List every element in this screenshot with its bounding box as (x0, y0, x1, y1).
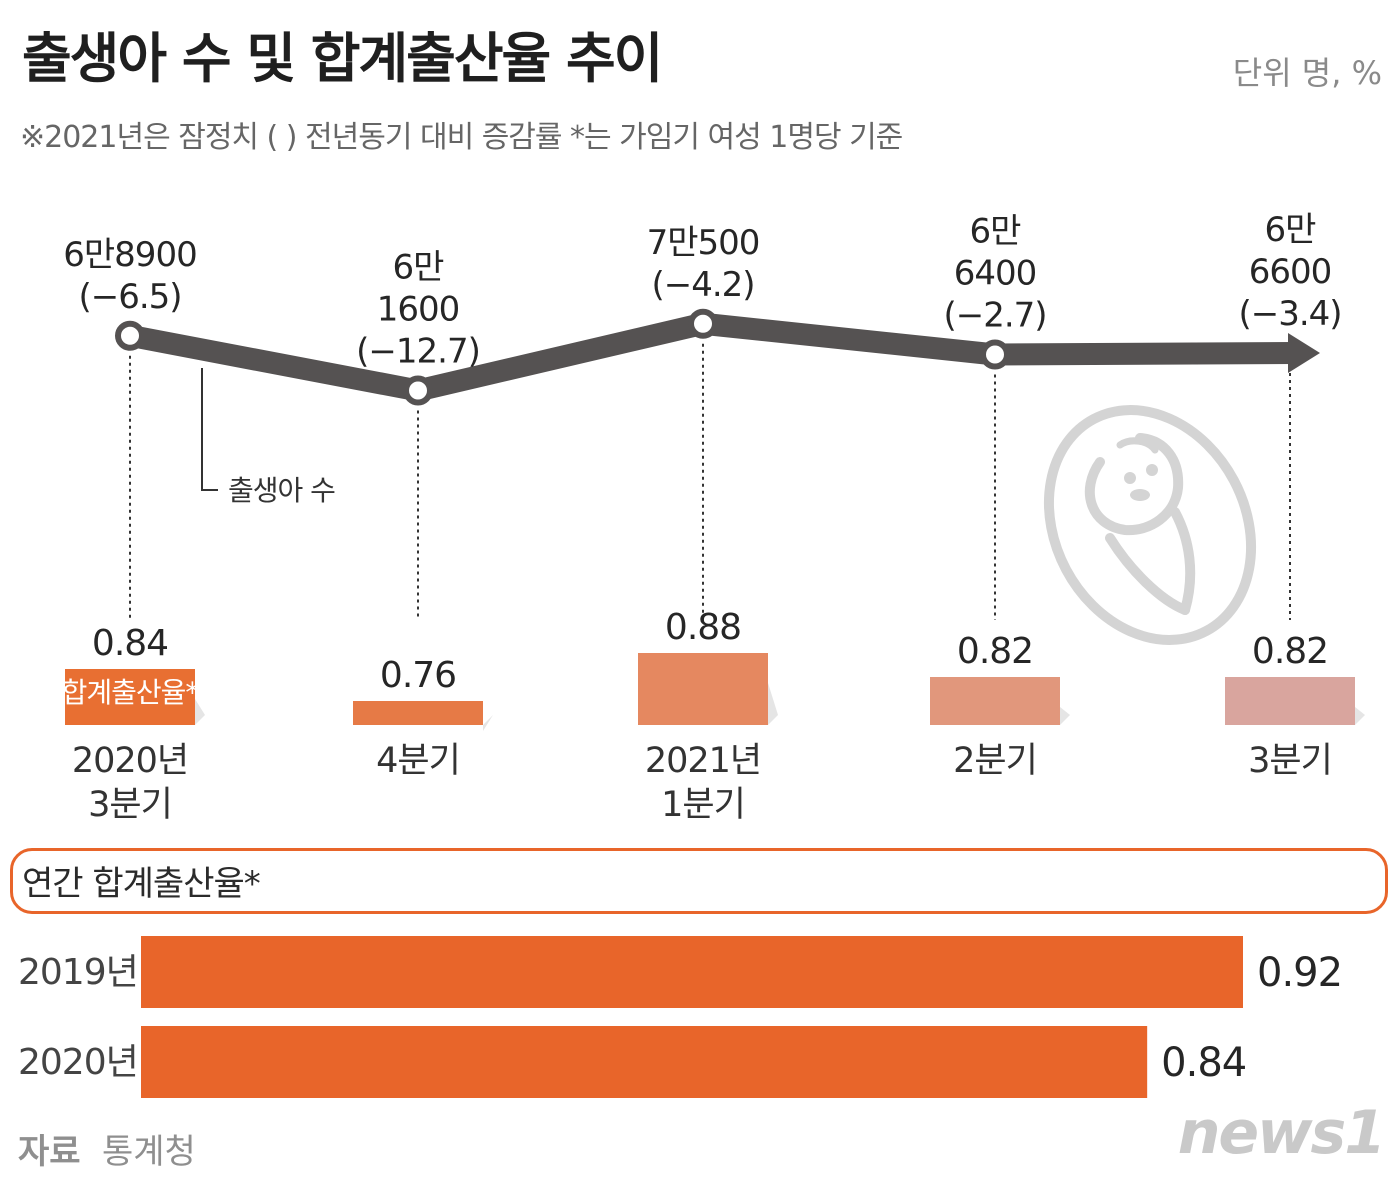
bar-shadow (1355, 707, 1365, 725)
data-point (688, 308, 718, 339)
tfr-bar (1225, 677, 1355, 725)
birth-count-line (127, 312, 1320, 402)
period-label: 2분기 (953, 741, 1037, 781)
chart-note: ※2021년은 잠정치 ( ) 전년동기 대비 증감률 *는 가임기 여성 1명… (20, 120, 903, 155)
annual-bar (141, 1026, 1148, 1098)
point-value-label: 7만500 (647, 223, 760, 263)
annual-value-label: 0.92 (1257, 950, 1342, 996)
tfr-bar (353, 701, 483, 725)
period-label: 2020년 (72, 741, 188, 781)
bar-shadow (195, 699, 205, 725)
bar-shadow (483, 715, 493, 731)
period-label: 3분기 (88, 785, 172, 825)
point-value-label: (−6.5) (78, 277, 181, 317)
annual-year-label: 2020년 (18, 1042, 138, 1083)
news1-logo: news1 (1177, 1098, 1386, 1168)
bar-shadow (1060, 707, 1070, 725)
tfr-value-label: 0.76 (380, 655, 456, 696)
data-point (980, 339, 1010, 370)
unit-label: 단위 명, % (1232, 54, 1382, 92)
point-value-label: 6400 (954, 254, 1037, 294)
period-label: 4분기 (376, 741, 460, 781)
point-value-label: 6만 (393, 248, 445, 288)
point-value-label: 6만 (970, 212, 1022, 252)
annual-bar (141, 936, 1243, 1008)
source-label: 자료 (18, 1132, 81, 1172)
birth-count-labels: 6만8900(−6.5)6만1600(−12.7)7만500(−4.2)6만64… (63, 210, 1342, 372)
data-point (403, 375, 433, 406)
source-value: 통계청 (102, 1132, 196, 1172)
tfr-value-label: 0.82 (1252, 631, 1328, 672)
point-value-label: (−2.7) (943, 296, 1046, 336)
tfr-value-label: 0.82 (957, 631, 1033, 672)
annual-section-title: 연간 합계출산율* (22, 864, 261, 904)
series-callout-label: 출생아 수 (228, 474, 335, 507)
series-callout: 출생아 수 (201, 368, 336, 507)
tfr-legend-tag: 합계출산율* (62, 676, 200, 709)
tfr-value-label: 0.88 (665, 607, 741, 648)
annual-tfr-bars: 2019년 0.92 2020년 0.84 (18, 936, 1343, 1098)
baby-swaddle-icon (1043, 405, 1257, 645)
annual-value-label: 0.84 (1161, 1040, 1246, 1086)
point-value-label: 6600 (1249, 252, 1332, 292)
tfr-bar (65, 669, 195, 725)
birth-count-points (115, 308, 1010, 406)
bar-shadow (768, 683, 778, 725)
period-label: 1분기 (661, 785, 745, 825)
tfr-bar (638, 653, 768, 725)
tfr-quarter-bars: 0.84 합계출산율* 0.76 0.88 0.82 0.82 (62, 607, 1365, 731)
point-value-label: 6만 (1265, 210, 1317, 250)
point-value-label: (−3.4) (1238, 294, 1341, 334)
tfr-value-label: 0.84 (92, 623, 168, 664)
period-label: 2021년 (645, 741, 761, 781)
annual-section-header (10, 848, 1388, 914)
point-value-label: 6만8900 (63, 235, 196, 275)
baby-face-marks (1124, 464, 1158, 501)
period-label: 3분기 (1248, 741, 1332, 781)
tfr-bar (930, 677, 1060, 725)
annual-year-label: 2019년 (18, 952, 138, 993)
point-value-label: 1600 (377, 290, 460, 330)
data-point (115, 320, 145, 351)
arrow-head (1288, 333, 1320, 373)
point-value-label: (−12.7) (356, 332, 480, 372)
point-value-label: (−4.2) (651, 265, 754, 305)
drop-line-group (129, 343, 1291, 620)
page-title: 출생아 수 및 합계출산율 추이 (22, 27, 663, 90)
